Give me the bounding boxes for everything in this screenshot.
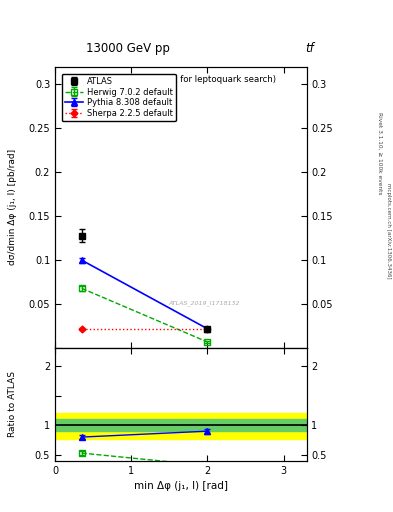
Text: mcplots.cern.ch [arXiv:1306.3436]: mcplots.cern.ch [arXiv:1306.3436]: [386, 183, 391, 278]
Text: ATLAS_2019_I1718132: ATLAS_2019_I1718132: [168, 300, 240, 306]
Text: tf: tf: [306, 42, 314, 55]
Bar: [55, 419, 307, 431]
Bar: [55, 413, 307, 439]
X-axis label: min Δφ (j₁, l) [rad]: min Δφ (j₁, l) [rad]: [134, 481, 228, 491]
Text: Rivet 3.1.10, ≥ 100k events: Rivet 3.1.10, ≥ 100k events: [377, 112, 382, 195]
Text: Δφ(lepton,jet) (ATLAS for leptoquark search): Δφ(lepton,jet) (ATLAS for leptoquark sea…: [85, 75, 276, 84]
Y-axis label: Ratio to ATLAS: Ratio to ATLAS: [8, 372, 17, 437]
Text: 13000 GeV pp: 13000 GeV pp: [86, 42, 170, 55]
Legend: ATLAS, Herwig 7.0.2 default, Pythia 8.308 default, Sherpa 2.2.5 default: ATLAS, Herwig 7.0.2 default, Pythia 8.30…: [62, 74, 176, 121]
Y-axis label: dσ/dmin Δφ (j₁, l) [pb/rad]: dσ/dmin Δφ (j₁, l) [pb/rad]: [8, 150, 17, 265]
